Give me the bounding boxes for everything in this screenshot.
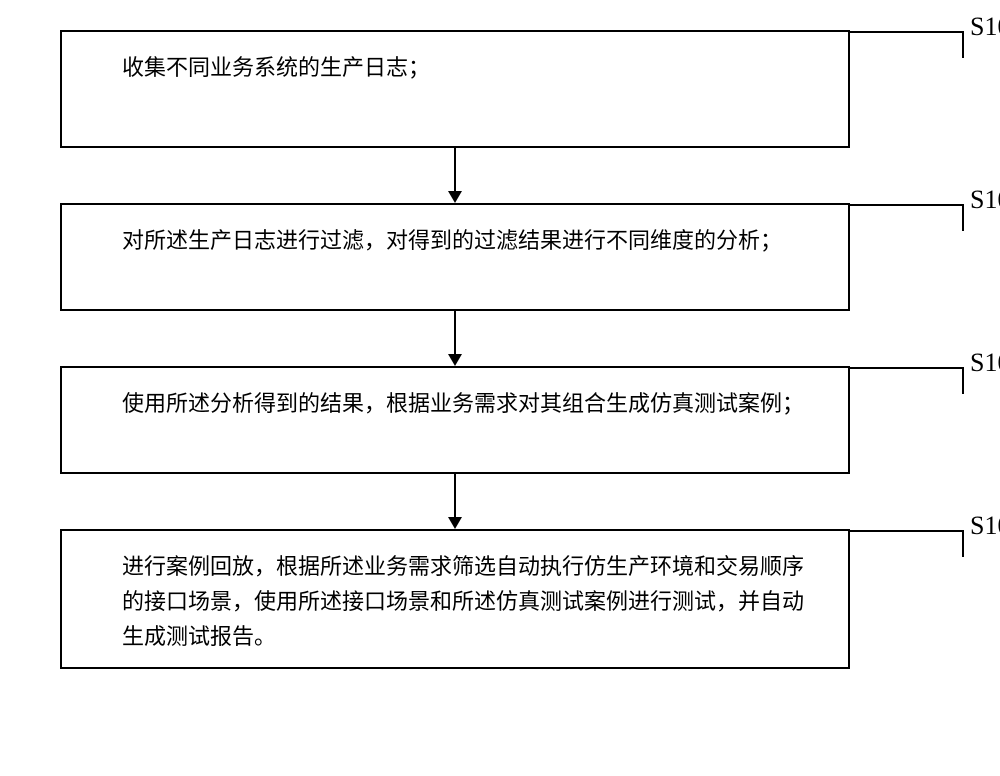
step-label: S104 <box>970 511 1000 541</box>
step-box-s101: 收集不同业务系统的生产日志； <box>60 30 850 148</box>
step-label: S103 <box>970 348 1000 378</box>
flow-arrow <box>60 148 850 203</box>
label-connector <box>848 197 988 237</box>
step-label: S101 <box>970 12 1000 42</box>
step-text: 收集不同业务系统的生产日志； <box>122 50 430 85</box>
step-label: S102 <box>970 185 1000 215</box>
flowchart-step: 对所述生产日志进行过滤，对得到的过滤结果进行不同维度的分析； S102 <box>60 203 940 311</box>
flowchart-step: 收集不同业务系统的生产日志； S101 <box>60 30 940 148</box>
step-box-s103: 使用所述分析得到的结果，根据业务需求对其组合生成仿真测试案例； <box>60 366 850 474</box>
step-text: 对所述生产日志进行过滤，对得到的过滤结果进行不同维度的分析； <box>122 223 782 258</box>
label-connector <box>848 24 988 64</box>
step-box-s104: 进行案例回放，根据所述业务需求筛选自动执行仿生产环境和交易顺序的接口场景，使用所… <box>60 529 850 669</box>
step-text: 进行案例回放，根据所述业务需求筛选自动执行仿生产环境和交易顺序的接口场景，使用所… <box>122 549 818 655</box>
label-connector <box>848 360 988 400</box>
label-connector <box>848 523 988 563</box>
flowchart-step: 使用所述分析得到的结果，根据业务需求对其组合生成仿真测试案例； S103 <box>60 366 940 474</box>
step-text: 使用所述分析得到的结果，根据业务需求对其组合生成仿真测试案例； <box>122 386 804 421</box>
flow-arrow <box>60 311 850 366</box>
flow-arrow <box>60 474 850 529</box>
flowchart-step: 进行案例回放，根据所述业务需求筛选自动执行仿生产环境和交易顺序的接口场景，使用所… <box>60 529 940 669</box>
flowchart-container: 收集不同业务系统的生产日志； S101 对所述生产日志进行过滤，对得到的过滤结果… <box>60 30 940 669</box>
step-box-s102: 对所述生产日志进行过滤，对得到的过滤结果进行不同维度的分析； <box>60 203 850 311</box>
